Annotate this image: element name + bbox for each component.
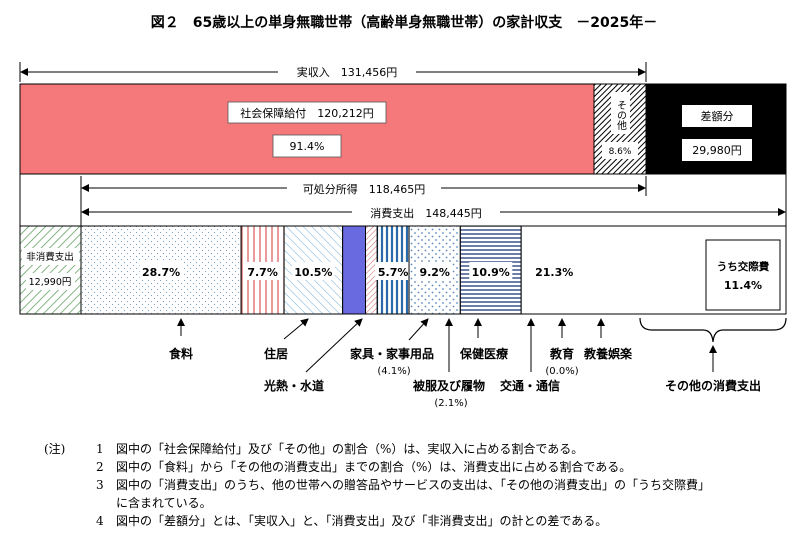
label-income-other: その他 [615,100,627,131]
pct-bg-utilities [291,262,335,280]
pct-clothing: (2.1%) [434,398,467,409]
name-food: 食料 [168,346,193,361]
name-recreation: 教養娯楽 [583,346,633,361]
footnote-4: 4 図中の「差額分」とは、「実収入」と、「消費支出」及び「非消費支出」の計との差… [44,512,794,530]
label-social-security: 社会保障給付 120,212円 [240,106,374,120]
pct-medical: 5.7% [378,266,409,279]
bar-furniture [342,225,367,315]
expenditure-bar: 非消費支出 12,990円 28.7% 7.7% 10.5% 5.7% 9.2% 10.9… [19,225,787,315]
income-bar: 社会保障給付 120,212円 91.4% その他 8.6% 差額分 29,98… [19,83,787,175]
pct-housing: 7.7% [247,266,278,279]
name-utilities: 光熱・水道 [263,378,324,393]
box-entertainment [705,239,781,311]
footnote-number: 3 [96,478,104,492]
pct-transport: 9.2% [419,266,450,279]
footnote-3: 3 図中の「消費支出」のうち、他の世帯への贈答品やサービスの支出は、「その他の消… [44,476,794,512]
pct-bg-transport [416,262,453,280]
consumption-dimension: 消費支出 148,445円 [81,204,786,221]
bar-non-consumption [19,225,82,315]
footnote-text: 図中の「消費支出」のうち、他の世帯への贈答品やサービスの支出は、「その他の消費支… [116,478,711,492]
pct-social-security: 91.4% [290,140,325,153]
footnotes: (注) 1 図中の「社会保障給付」及び「その他」の割合（%）は、実収入に占める割… [44,440,794,530]
footnote-text-continued: に含まれている。 [116,496,212,510]
pct-furniture: (4.1%) [377,366,410,377]
income-dimension: 実収入 131,456円 [19,62,647,82]
pct-utilities: 10.5% [294,266,332,279]
footnote-text: 図中の「差額分」とは、「実収入」と、「消費支出」及び「非消費支出」の計との差であ… [116,514,608,528]
footnote-text: 図中の「食料」から「その他の消費支出」までの割合（%）は、消費支出に占める割合で… [116,460,632,474]
name-education: 教育 [549,346,574,361]
name-medical: 保健医療 [459,346,508,361]
income-label: 実収入 131,456円 [297,65,398,79]
footnote-2: 2 図中の「食料」から「その他の消費支出」までの割合（%）は、消費支出に占める割… [44,458,794,476]
consumption-label: 消費支出 148,445円 [370,206,482,220]
label-non-consumption: 非消費支出 [26,251,74,263]
footnote-number: 1 [96,442,104,456]
pct-bg-housing [244,262,281,280]
pct-entertainment: 11.4% [724,279,762,292]
name-clothing: 被服及び履物 [413,378,485,393]
disposable-dimension: 可処分所得 118,465円 [81,180,646,197]
pct-other-consumption: 21.3% [535,266,573,279]
name-transport: 交通・通信 [500,378,560,393]
name-other-consumption: その他の消費支出 [665,378,761,393]
label-deficit: 差額分 [701,109,734,123]
pointer-furniture [408,318,429,341]
name-entertainment: うち交際費 [717,260,770,273]
bar-social-security [19,83,595,175]
pct-bg-recreation [469,262,513,280]
value-deficit: 29,980円 [692,144,742,157]
pointer-utilities [305,318,363,373]
footnote-number: 2 [96,460,104,474]
pct-recreation: 10.9% [472,266,510,279]
footnote-1: (注) 1 図中の「社会保障給付」及び「その他」の割合（%）は、実収入に占める割… [44,440,794,458]
value-non-consumption: 12,990円 [29,277,72,288]
name-housing: 住居 [264,346,288,361]
pointer-housing [283,318,309,340]
disposable-label: 可処分所得 118,465円 [303,183,426,196]
footnote-number: 4 [96,514,104,528]
pct-education: (0.0%) [545,366,578,377]
pct-bg-medical [375,262,412,280]
expenditure-labels: 食料 住居 光熱・水道 家具・家事用品 (4.1%) 被服及び履物 (2.1%)… [168,317,787,409]
pct-bg-food [139,262,183,280]
brace-other-consumption [639,317,787,343]
chart-title: 図２ 65歳以上の単身無職世帯（高齢単身無職世帯）の家計収支 －2025年－ [151,14,657,31]
name-furniture: 家具・家事用品 [350,346,434,361]
footnote-prefix: (注) [44,442,66,456]
pct-food: 28.7% [142,266,180,279]
footnote-text: 図中の「社会保障給付」及び「その他」の割合（%）は、実収入に占める割合である。 [116,442,584,456]
pct-income-other: 8.6% [609,147,632,157]
